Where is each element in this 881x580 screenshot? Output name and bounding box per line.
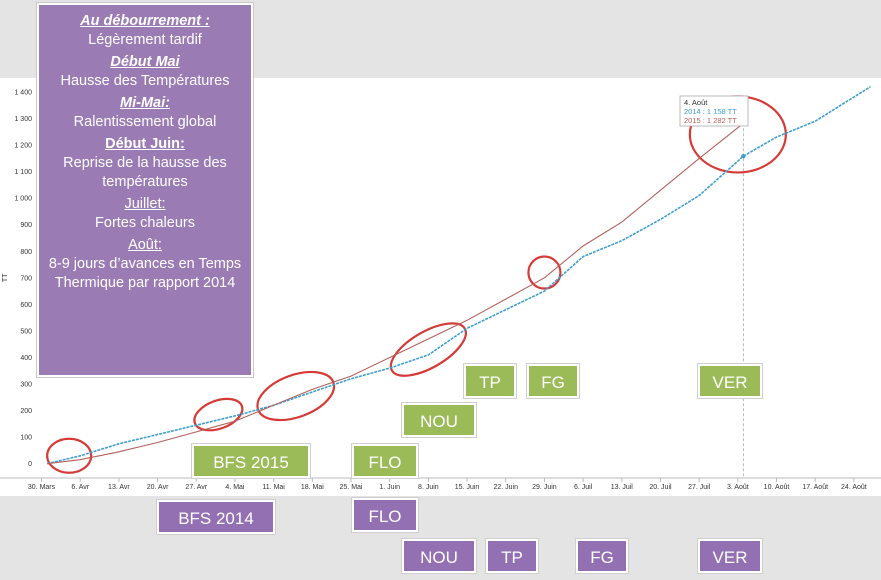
x-tick-label: 27. Juil [688,484,711,491]
x-tick-label: 27. Avr [185,484,207,491]
x-tick-label: 24. Août [841,484,867,491]
stage-label: BFS 2014 [178,509,254,528]
stage-label: FG [590,548,614,567]
ellipse-debut-juin [389,322,467,377]
stage-label: FG [541,373,565,392]
y-tick-label: 600 [20,302,32,309]
y-tick-label: 700 [20,275,32,282]
info-heading: Mi-Mai: [120,95,170,111]
tooltip-line-2014: 2014 : 1 158 TT [684,107,737,116]
info-section-debourrement: Au débourrement : Légèrement tardif [39,12,251,50]
x-tick-label: 25. Mai [340,484,363,491]
x-tick-label: 10. Août [764,484,790,491]
info-heading: Début Mai [110,54,180,70]
info-text: 8-9 jours d’avances en Temps Thermique p… [48,256,242,291]
series-group [46,86,871,477]
x-tick-label: 13. Juil [611,484,634,491]
y-tick-label: 1 100 [14,169,32,176]
info-text: Hausse des Températures [60,73,230,89]
x-tick-label: 4. Mai [225,484,245,491]
x-tick-label: 20. Avr [147,484,169,491]
x-tick-label: 6. Juil [574,484,593,491]
info-section-mi-mai: Mi-Mai: Ralentissement global [39,94,251,132]
info-text: Fortes chaleurs [95,215,195,231]
y-tick-label: 400 [20,355,32,362]
x-tick-label: 17. Août [802,484,828,491]
x-tick-label: 15. Juin [455,484,480,491]
info-section-debut-juin: Début Juin: Reprise de la hausse des tem… [39,135,251,192]
stage-label: FLO [368,507,402,526]
x-tick-label: 20. Juil [649,484,672,491]
stage-2014-bfs: BFS 2014 [157,500,275,534]
ellipse-debourrement [46,437,93,474]
y-tick-label: 1 300 [14,116,32,123]
tooltip-line-2015: 2015 : 1 282 TT [684,116,737,125]
stage-2015-flo: FLO [352,444,418,478]
x-tick-label: 1. Juin [379,484,400,491]
x-tick-label: 13. Avr [108,484,130,491]
info-text: Reprise de la hausse des températures [63,155,227,190]
x-tick-label: 29. Juin [532,484,557,491]
y-tick-label: 900 [20,222,32,229]
x-tick-label: 6. Avr [71,484,89,491]
y-tick-label: 1 000 [14,196,32,203]
stage-label: BFS 2015 [213,453,289,472]
info-box: Au débourrement : Légèrement tardif Débu… [37,3,253,377]
ellipse-juillet [527,255,562,290]
hover-point-2014 [741,154,746,159]
x-tick-label: 3. Août [727,484,749,491]
info-heading: Août: [128,237,162,253]
stage-label: NOU [420,412,458,431]
stage-label: FLO [368,453,402,472]
x-tick-label: 18. Mai [301,484,324,491]
series-2014-line [46,86,871,465]
info-text: Légèrement tardif [88,32,202,48]
info-text: Ralentissement global [73,114,217,130]
stage-2014-nou: NOU [402,539,476,573]
info-heading: Juillet: [124,196,166,212]
stage-label: VER [712,548,748,567]
stage-label: TP [501,548,523,567]
y-tick-label: 300 [20,382,32,389]
y-tick-label: 800 [20,249,32,256]
x-tick-label: 30. Mars [28,484,56,491]
x-tick-label: 8. Juin [418,484,439,491]
stage-2014-ver: VER [698,539,762,573]
axes: 0 100 200 300 400 500 600 700 800 900 1 000 1 100 1 … [0,89,881,491]
stage-2015-nou: NOU [402,403,476,437]
stage-2014-fg: FG [576,539,628,573]
stage-label: NOU [420,548,458,567]
y-tick-label: 0 [28,461,32,468]
x-tick-label: 11. Mai [262,484,285,491]
tooltip-date: 4. Août [684,98,708,107]
stage-2014-flo: FLO [352,498,418,532]
highlight-ellipses [46,95,787,474]
ellipse-debut-mai [193,397,244,432]
y-tick-label: 200 [20,408,32,415]
series-2015-line [47,122,744,465]
stage-2015-fg: FG [527,364,579,398]
x-tick-label: 22. Juin [493,484,518,491]
stage-2015-ver: VER [698,364,762,398]
y-tick-label: 500 [20,328,32,335]
info-section-aout: Août: 8-9 jours d’avances en Temps Therm… [39,236,251,293]
stage-2014-tp: TP [486,539,538,573]
info-section-juillet: Juillet: Fortes chaleurs [39,195,251,233]
y-tick-label: 100 [20,435,32,442]
info-heading: Au débourrement : [80,13,210,29]
stage-2015-tp: TP [464,364,516,398]
y-tick-label: 1 200 [14,143,32,150]
y-axis-label: TT [2,273,9,282]
info-section-debut-mai: Début Mai Hausse des Températures [39,53,251,91]
info-heading: Début Juin: [105,136,185,152]
stage-2015-bfs: BFS 2015 [192,444,310,478]
y-tick-label: 1 400 [14,89,32,96]
stage-label: VER [712,373,748,392]
chart-svg: 0 100 200 300 400 500 600 700 800 900 1 000 1 100 1 … [0,86,881,491]
tooltip-box [679,95,749,127]
stage-label: TP [479,373,501,392]
